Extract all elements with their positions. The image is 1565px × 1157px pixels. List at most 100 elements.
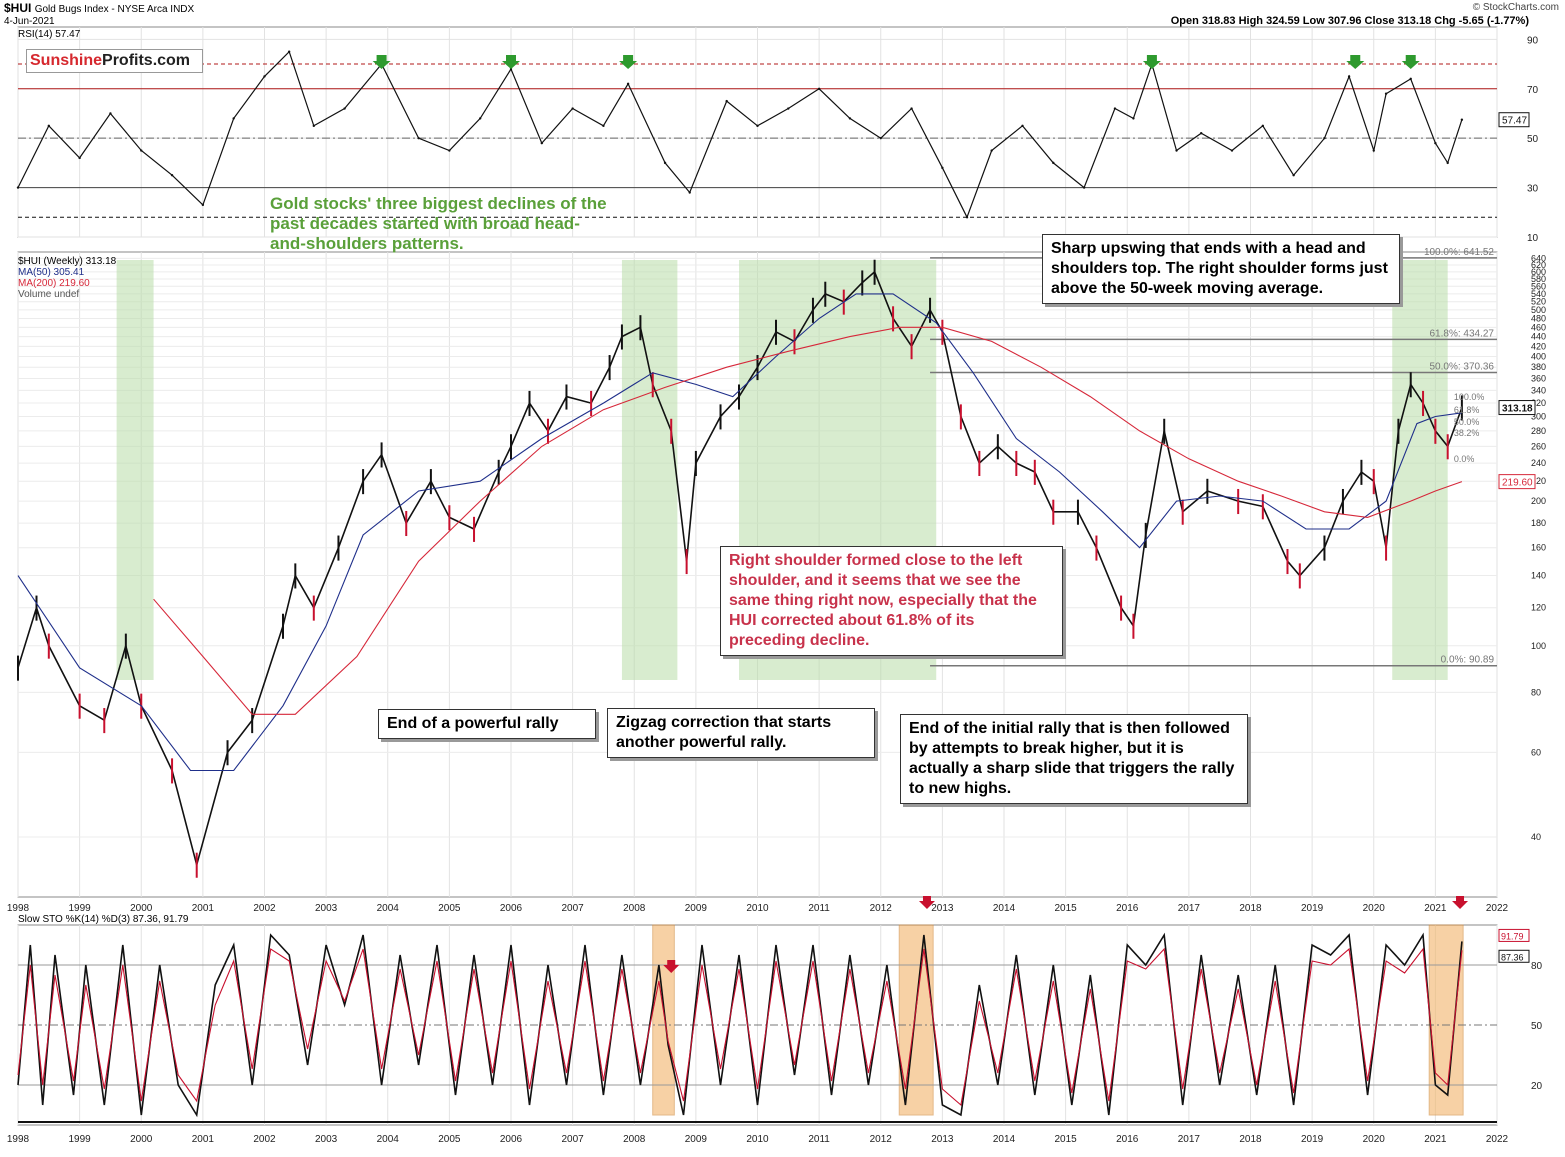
stoch-last-box — [1498, 928, 1530, 942]
annotation-zigzag: Zigzag correction that starts another po… — [607, 708, 875, 758]
rsi-peak-arrow — [1346, 55, 1365, 69]
price-tick-label: 260 — [1531, 441, 1546, 451]
rsi-tick-label: 90 — [1527, 35, 1539, 46]
price-x-tick-label: 2005 — [438, 903, 461, 914]
annotation-sharp-upswing: Sharp upswing that ends with a head and … — [1042, 234, 1400, 304]
annotation-powerful-rally: End of a powerful rally — [378, 709, 596, 739]
rsi-point — [1113, 107, 1117, 110]
stoch-legend: Slow STO %K(14) %D(3) 87.36, 91.79 — [18, 914, 189, 925]
stoch-x-tick-label: 2017 — [1178, 1134, 1201, 1145]
stoch-x-tick-label: 2012 — [870, 1134, 893, 1145]
price-tick-label: 640 — [1531, 253, 1546, 263]
rsi-point — [571, 107, 574, 110]
lines-layer — [18, 63, 1497, 1123]
stoch-x-tick-label: 2009 — [685, 1134, 708, 1145]
rsi-tick-label: 10 — [1527, 233, 1539, 244]
rsi-point — [688, 191, 691, 194]
stoch-x-tick-label: 2000 — [130, 1134, 153, 1145]
price-legend-volume: Volume undef — [18, 289, 80, 300]
price-green-zone — [1392, 260, 1448, 680]
rsi-point — [1460, 118, 1464, 121]
rsi-point — [602, 124, 605, 128]
stoch-tick-label: 80 — [1531, 961, 1543, 972]
sunshine-profits-logo: SunshineProfits.com — [26, 49, 203, 73]
rsi-point — [1384, 92, 1388, 95]
fib-minor-label: 0.0% — [1454, 454, 1475, 464]
annotation-hs-declines: Gold stocks' three biggest declines of t… — [270, 194, 607, 253]
price-tick-label: 420 — [1531, 341, 1546, 351]
credit: © StockCharts.com — [1472, 2, 1559, 13]
price-x-tick-label: 2010 — [746, 903, 769, 914]
rsi-point — [47, 124, 51, 128]
price-tick-label: 360 — [1531, 373, 1546, 383]
price-tick-label: 300 — [1531, 412, 1546, 422]
rsi-peak-arrow — [619, 55, 638, 69]
price-x-tick-label: 2012 — [870, 903, 893, 914]
rsi-tick-label: 50 — [1527, 134, 1539, 145]
stoch-x-tick-label: 2007 — [562, 1134, 585, 1145]
price-x-tick-label: 2020 — [1363, 903, 1386, 914]
rsi-point — [817, 87, 821, 90]
stoch-x-tick-label: 2011 — [808, 1134, 830, 1145]
price-x-tick-label: 2011 — [808, 903, 830, 914]
fibonacci-label: 100.0%: 641.52 — [1424, 247, 1494, 258]
price-tick-label: 340 — [1531, 385, 1546, 395]
price-tick-label: 620 — [1531, 260, 1546, 270]
rsi-point — [109, 112, 112, 115]
text-layer: 1998199819991999200020002001200120022002… — [7, 35, 1546, 1145]
stoch-x-tick-label: 2013 — [931, 1134, 954, 1145]
rsi-point — [965, 216, 969, 219]
rsi-point — [725, 99, 728, 103]
rsi-point — [1082, 186, 1086, 189]
last-price-box — [1498, 400, 1536, 416]
stoch-x-tick-label: 2010 — [746, 1134, 769, 1145]
rsi-point — [787, 107, 790, 110]
price-x-tick-label: 2004 — [377, 903, 400, 914]
rsi-peak-arrow — [1142, 55, 1161, 69]
price-legend-hui: $HUI (Weekly) 313.18 — [18, 256, 117, 267]
rsi-tick-label: 30 — [1527, 184, 1539, 195]
stoch-x-tick-label: 2015 — [1055, 1134, 1078, 1145]
rsi-point — [756, 124, 759, 128]
stoch-x-tick-label: 1999 — [69, 1134, 92, 1145]
price-tick-label: 460 — [1531, 322, 1546, 332]
stoch-x-tick-label: 2002 — [253, 1134, 276, 1145]
price-tick-label: 180 — [1531, 518, 1546, 528]
price-x-tick-label: 2009 — [685, 903, 708, 914]
price-tick-label: 280 — [1531, 426, 1546, 436]
price-tick-label: 220 — [1531, 476, 1546, 486]
price-series-line-1 — [17, 293, 1462, 772]
stoch-x-tick-label: 2005 — [438, 1134, 461, 1145]
rsi-point — [1323, 136, 1326, 140]
rsi-point — [1409, 77, 1412, 81]
rsi-last-box — [1498, 112, 1530, 128]
price-tick-label: 240 — [1531, 458, 1546, 468]
price-x-tick-label: 2019 — [1301, 903, 1324, 914]
price-tick-label: 440 — [1531, 332, 1546, 342]
stoch-tick-label: 50 — [1531, 1021, 1543, 1032]
price-x-tick-label: 2017 — [1178, 903, 1201, 914]
price-tick-label: 60 — [1531, 747, 1541, 757]
price-x-tick-label: 2015 — [1055, 903, 1078, 914]
rsi-point — [1200, 132, 1203, 135]
rsi-tick-label: 70 — [1527, 85, 1539, 96]
stoch-orange-zone — [1428, 924, 1464, 1116]
rsi-point — [448, 149, 451, 152]
price-x-tick-label: 2006 — [500, 903, 523, 914]
fib-minor-label: 50.0% — [1454, 417, 1480, 427]
data-layer — [16, 50, 1469, 1118]
price-green-zone — [621, 260, 678, 680]
price-x-tick-label: 2008 — [623, 903, 646, 914]
price-tick-label: 540 — [1531, 289, 1546, 299]
price-x-tick-label: 1998 — [7, 903, 30, 914]
rsi-point — [1347, 75, 1351, 78]
rsi-peak-arrow — [372, 55, 391, 69]
price-tick-label: 80 — [1531, 687, 1541, 697]
rsi-point — [941, 166, 944, 170]
rsi-point — [910, 107, 913, 110]
stoch-last-label: 87.36 — [1501, 952, 1524, 962]
rsi-point — [312, 124, 315, 128]
rsi-point — [1021, 124, 1024, 128]
rsi-point — [417, 136, 420, 140]
price-tick-label: 480 — [1531, 313, 1546, 323]
